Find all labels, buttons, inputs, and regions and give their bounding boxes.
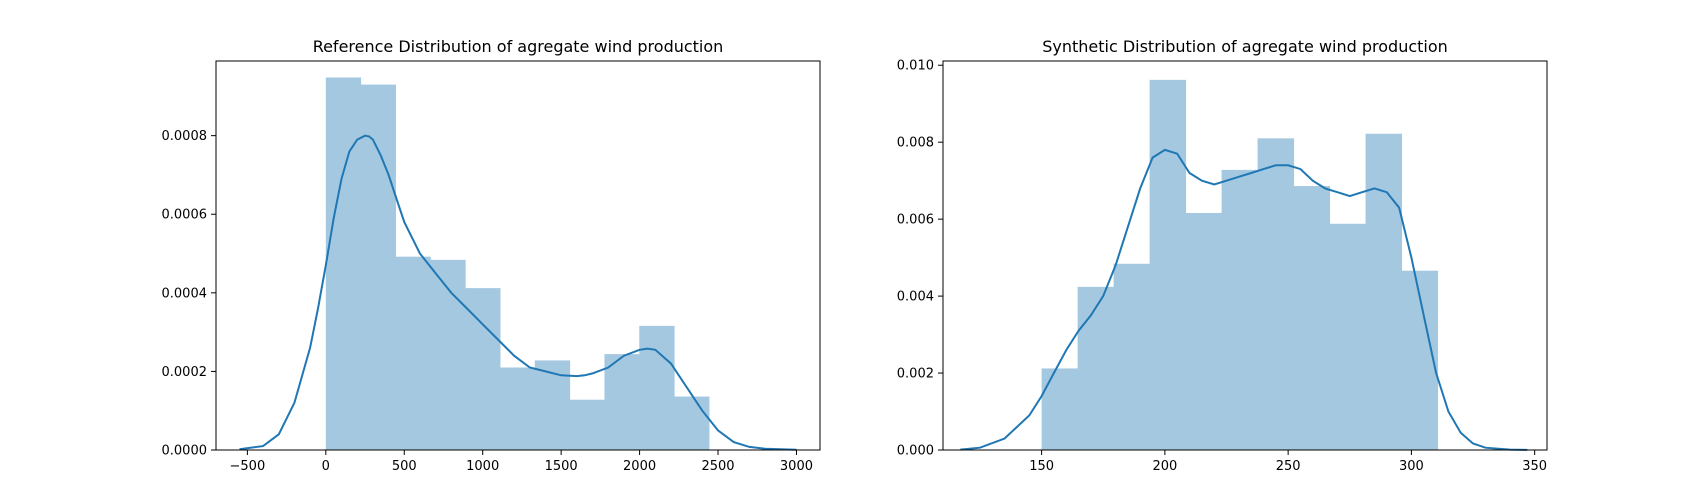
kde-curve [960, 148, 1528, 451]
y-tick-label: 0.0000 [162, 444, 208, 459]
x-tick-label: 2500 [701, 459, 734, 474]
x-tick-label: −500 [230, 459, 266, 474]
plot-frame [215, 60, 821, 451]
histogram-bar-9 [1365, 133, 1403, 450]
histogram-bar-4 [465, 288, 501, 450]
histogram-bar-9 [639, 325, 675, 450]
y-tick-label: 0.0004 [162, 286, 208, 301]
histogram-bar-7 [1293, 186, 1331, 451]
y-axis: 0.000 0.002 0.004 0.006 0.008 0.010 [897, 59, 943, 459]
histogram-bar-6 [1257, 138, 1295, 451]
y-tick-label: 0.0002 [162, 365, 208, 380]
histogram-bar-8 [1329, 223, 1367, 450]
histogram-bar-1 [360, 84, 396, 451]
plot-frame [942, 60, 1548, 451]
x-tick-label: 150 [1029, 459, 1054, 474]
y-tick-label: 0.010 [897, 59, 934, 74]
y-tick-label: 0.004 [897, 290, 934, 305]
y-tick-label: 0.002 [897, 367, 934, 382]
histogram-bar-8 [604, 354, 640, 450]
histogram-bar-5 [499, 367, 536, 450]
synthetic-distribution-chart: Synthetic Distribution of agregate wind … [897, 37, 1548, 474]
x-tick-label: 500 [392, 459, 417, 474]
x-tick-label: 2000 [623, 459, 656, 474]
chart-title: Synthetic Distribution of agregate wind … [1042, 37, 1448, 56]
reference-distribution-chart: Reference Distribution of agregate wind … [162, 37, 821, 474]
x-tick-label: 250 [1276, 459, 1301, 474]
histogram-bar-4 [1185, 212, 1223, 450]
histogram-bar-0 [325, 77, 362, 451]
x-tick-label: 1000 [466, 459, 499, 474]
x-tick-label: 200 [1152, 459, 1177, 474]
histogram-bar-1 [1077, 286, 1115, 450]
x-tick-label: 1500 [545, 459, 578, 474]
x-axis: 150 200 250 300 350 [1029, 450, 1547, 474]
kde-curve-group [239, 134, 797, 451]
histogram-bar-2 [395, 256, 431, 450]
x-tick-label: 300 [1399, 459, 1424, 474]
histogram-bar-3 [430, 259, 466, 450]
y-axis: 0.0000 0.0002 0.0004 0.0006 0.0008 [162, 129, 216, 459]
x-tick-label: 0 [322, 459, 330, 474]
histogram-bar-5 [1221, 169, 1259, 450]
y-tick-label: 0.0006 [162, 208, 208, 223]
chart-title: Reference Distribution of agregate wind … [313, 37, 724, 56]
y-tick-label: 0.0008 [162, 129, 208, 144]
histogram-bar-0 [1041, 368, 1079, 450]
x-tick-label: 3000 [780, 459, 813, 474]
x-tick-label: 350 [1522, 459, 1547, 474]
histogram-bar-2 [1113, 263, 1151, 450]
y-tick-label: 0.000 [897, 444, 934, 459]
histogram-bar-7 [569, 399, 605, 450]
y-tick-label: 0.006 [897, 213, 934, 228]
kde-curve-group [960, 148, 1528, 451]
y-tick-label: 0.008 [897, 136, 934, 151]
kde-curve [239, 134, 797, 451]
histogram-bar-3 [1149, 79, 1187, 450]
histogram-bars [325, 77, 710, 451]
histogram-bar-10 [674, 396, 710, 450]
histogram-bars [1041, 79, 1439, 451]
x-axis: −500 0 500 1000 1500 2000 2500 3000 [230, 450, 813, 474]
